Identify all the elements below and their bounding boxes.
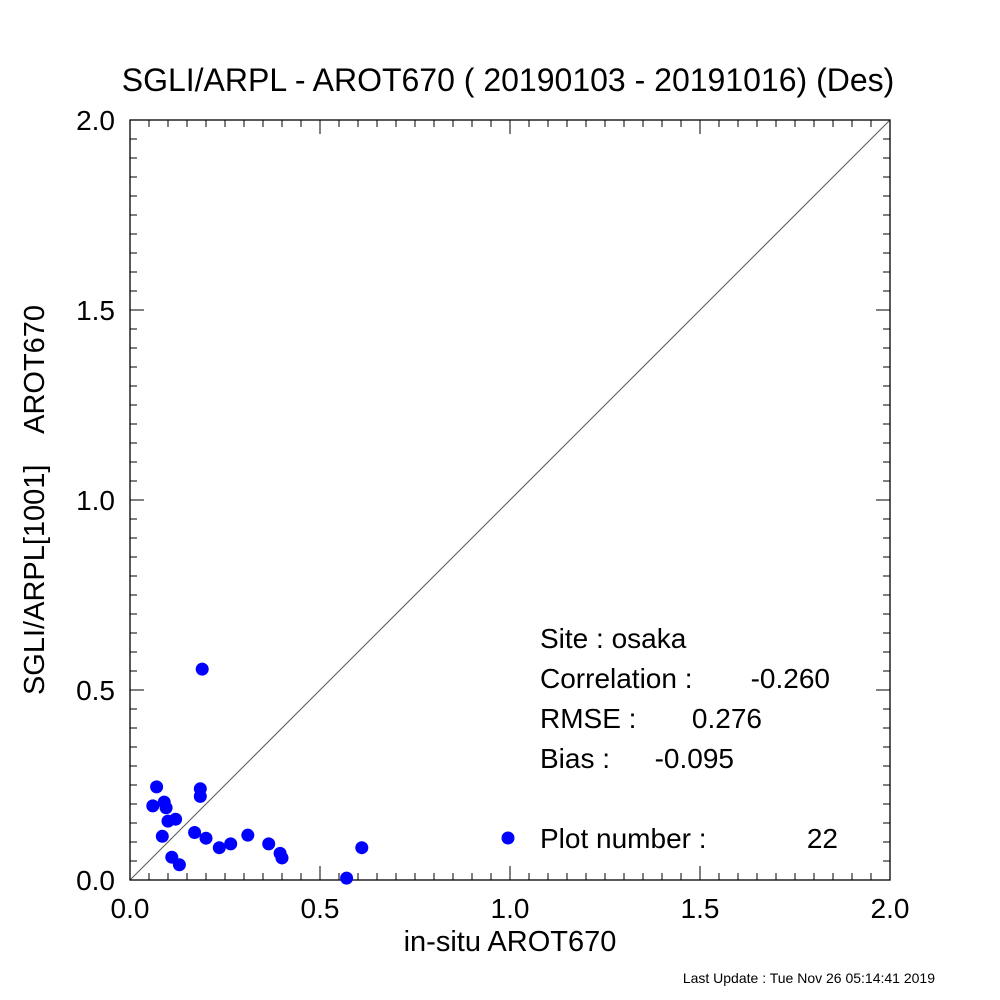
last-update-text: Last Update : Tue Nov 26 05:14:41 2019 [683,970,935,986]
y-tick-label: 1.5 [76,295,115,326]
x-tick-label: 2.0 [871,893,910,924]
data-point [199,831,213,845]
data-point [340,871,354,885]
y-tick-labels: 0.0 0.5 1.0 1.5 2.0 [76,105,115,896]
one-to-one-line [129,119,891,881]
data-point [241,828,255,842]
rmse-value: 0.276 [692,703,762,734]
legend-marker [501,831,515,845]
x-tick-label: 0.0 [111,893,150,924]
site-text: Site : osaka [540,623,687,654]
bias-value: -0.095 [655,743,734,774]
x-tick-labels: 0.0 0.5 1.0 1.5 2.0 [111,893,910,924]
data-points [146,662,369,885]
x-tick-label: 1.5 [681,893,720,924]
data-point [262,837,276,851]
axis-ticks [129,119,891,881]
data-point [195,662,209,676]
x-axis-label: in-situ AROT670 [404,926,617,958]
chart-title: SGLI/ARPL - AROT670 ( 20190103 - 2019101… [122,62,895,98]
x-tick-label: 1.0 [491,893,530,924]
data-point [169,812,183,826]
data-point [275,851,289,865]
y-tick-label: 0.5 [76,675,115,706]
rmse-label: RMSE : [540,703,636,734]
x-tick-label: 0.5 [301,893,340,924]
data-point [150,780,164,794]
stats-panel: Site : osaka Correlation : -0.260 RMSE :… [501,623,838,854]
plot-area [129,119,891,885]
plot-number-label: Plot number : [540,823,707,854]
data-point [146,799,160,813]
data-point [155,829,169,843]
y-tick-label: 0.0 [76,865,115,896]
data-point [212,841,226,855]
data-point [172,858,186,872]
y-tick-label: 1.0 [76,485,115,516]
data-point [224,837,238,851]
data-point [159,801,173,815]
correlation-label: Correlation : [540,663,693,694]
plot-number-value: 22 [807,823,838,854]
y-axis-label: SGLI/ARPL[1001] AROT670 [19,305,51,695]
correlation-value: -0.260 [751,663,830,694]
bias-label: Bias : [540,743,610,774]
y-tick-label: 2.0 [76,105,115,136]
data-point [188,826,202,839]
data-point [355,841,369,855]
data-point [193,789,207,803]
